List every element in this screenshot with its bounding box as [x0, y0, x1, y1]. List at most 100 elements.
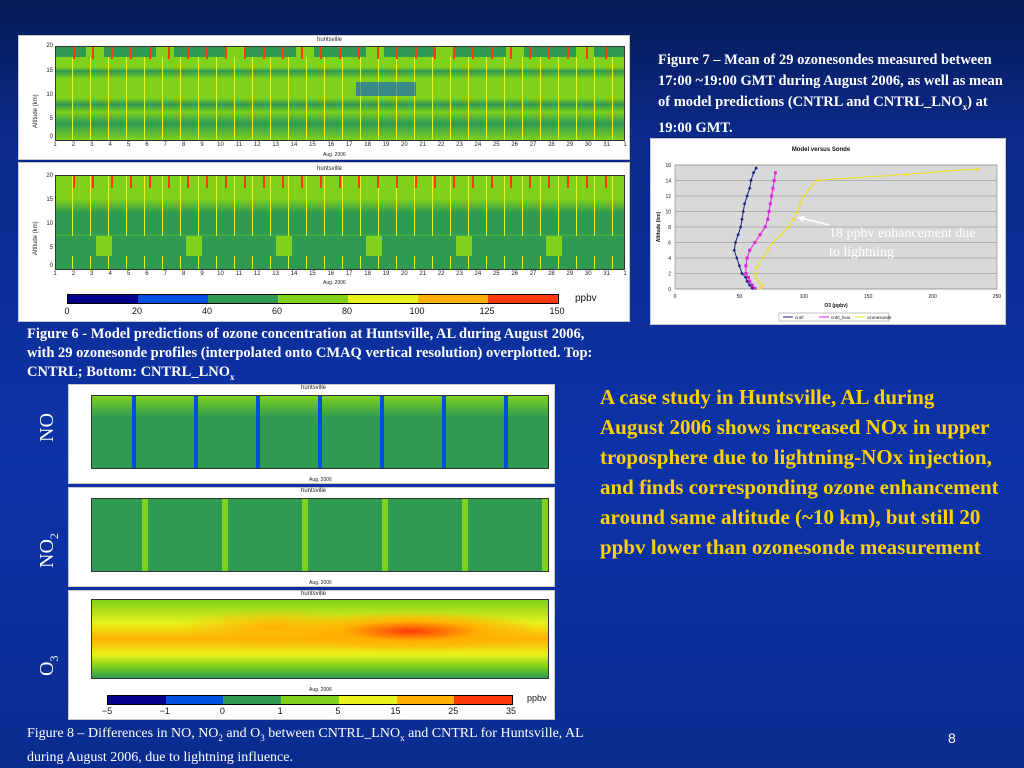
figure8-caption-a: Figure 8 – Differences in NO, NO [27, 726, 219, 741]
series-point-cntrl [740, 271, 744, 276]
xtick-day: 14 [290, 271, 298, 277]
colorbar-segment [68, 295, 138, 303]
colorbar-label: 20 [131, 306, 142, 316]
heatmap-xlabel: Aug. 2006 [309, 580, 332, 586]
ytick: 5 [49, 245, 53, 251]
legend-box [778, 312, 890, 322]
series-point-ozonesonde [778, 232, 783, 237]
side-label-no2-sub: 2 [47, 533, 61, 540]
colorbar-label: 1 [277, 706, 283, 716]
xtick-day: 27 [529, 271, 537, 277]
x-tick-label: 200 [928, 294, 937, 300]
y-tick-label: 16 [665, 163, 671, 169]
colorbar-segment [348, 295, 418, 303]
y-tick-label: 4 [668, 256, 671, 262]
series-point-ozonesonde [760, 256, 765, 260]
xtick-day: 1 [53, 142, 57, 148]
series-point-cntrl_lnox [745, 256, 749, 260]
xtick-day: 2 [71, 142, 76, 148]
figure7-caption-text: Figure 7 – Mean of 29 ozonesondes measur… [658, 52, 1003, 110]
heatmap-site-title: huntsville [317, 166, 343, 172]
series-point-cntrl [747, 186, 752, 191]
xtick-day: 31 [603, 142, 610, 148]
series-point-cntrl [749, 178, 753, 183]
xtick-day: 13 [272, 142, 279, 148]
xtick-day: 7 [163, 142, 167, 148]
series-point-ozonesonde [795, 209, 800, 213]
xtick-day: 4 [108, 271, 112, 277]
colorbar-label: −1 [159, 706, 170, 716]
xtick-day: 2 [71, 271, 76, 277]
xtick-day: 19 [382, 271, 390, 277]
series-point-cntrl_lnox [746, 275, 750, 279]
colorbar-label: 60 [271, 306, 282, 316]
colorbar-segment [281, 696, 339, 704]
series-point-cntrl [741, 209, 746, 214]
series-point-ozonesonde [975, 167, 980, 171]
series-point-cntrl [745, 194, 749, 198]
series-point-cntrl_lnox [773, 171, 777, 175]
xtick-day: 1 [623, 271, 627, 277]
y-tick-label: 6 [668, 241, 671, 247]
key-message: A case study in Huntsville, AL during Au… [600, 385, 999, 559]
heatmap-plot-area [91, 395, 549, 469]
xtick-day: 21 [419, 142, 427, 148]
ytick: 15 [46, 68, 53, 74]
y-tick-label: 12 [665, 194, 671, 200]
xtick-day: 22 [437, 271, 445, 277]
heatmap-site-title: huntsville [317, 37, 343, 43]
colorbar-unit: ppbv [575, 293, 597, 304]
heatmap-xlabel: Aug. 2006 [309, 477, 332, 483]
colorbar-label: 0 [219, 706, 225, 716]
figure8-caption-b: and O [222, 726, 261, 741]
y-tick-label: 14 [665, 179, 671, 185]
colorbar-segment [138, 295, 208, 303]
figure8-caption-sub1: 2 [218, 732, 223, 743]
profile-chart-svg: Model versus Sonde 0 2 4 6 8 10 12 14 16 0 50 100 15… [656, 147, 1001, 322]
ytick: 20 [46, 43, 53, 49]
annotation-text: 18 ppbv enhancement due to lightning [829, 226, 976, 260]
xtick-day: 8 [182, 271, 186, 277]
xtick-day: 18 [364, 271, 371, 277]
xtick-day: 10 [217, 142, 224, 148]
colorbar-label: 40 [201, 306, 212, 316]
xtick-day: 3 [90, 271, 94, 277]
ytick: 20 [46, 173, 53, 179]
figure8-no-heatmap: huntsville Aug. 2006 [68, 384, 555, 484]
x-tick-label: 50 [737, 294, 743, 300]
colorbar-segment [208, 295, 278, 303]
heatmap-xlabel: Aug. 2006 [309, 687, 332, 693]
xtick-day: 7 [163, 271, 167, 277]
series-point-ozonesonde [905, 172, 909, 176]
figure7-caption-tail: ) at 19:00 GMT. [658, 94, 988, 136]
colorbar-label: 0 [64, 306, 70, 316]
series-point-cntrl_lnox [771, 186, 775, 190]
xtick-day: 23 [456, 271, 463, 277]
series-point-cntrl [750, 286, 755, 291]
xtick-day: 20 [401, 142, 408, 148]
series-point-cntrl [735, 256, 739, 260]
chart-title: Model versus Sonde [792, 147, 851, 153]
colorbar-ozone [67, 294, 559, 304]
xtick-day: 11 [235, 142, 242, 148]
colorbar-label: 80 [341, 306, 352, 316]
colorbar-segment [338, 696, 397, 704]
series-point-cntrl_lnox [767, 210, 771, 213]
y-tick-label: 8 [668, 225, 671, 231]
xtick-day: 22 [437, 142, 445, 148]
series-point-ozonesonde [798, 201, 802, 206]
series-point-cntrl_lnox [768, 202, 772, 206]
xtick-day: 10 [217, 271, 224, 277]
xtick-day: 26 [511, 271, 519, 277]
ytick: 10 [46, 92, 53, 98]
series-point-ozonesonde [791, 217, 796, 221]
series-point-cntrl_lnox [770, 194, 774, 198]
side-label-no2-main: NO [36, 539, 58, 568]
figure8-o3-heatmap: huntsville Aug. 2006 −5 −1 0 1 5 15 25 35 ppbv [68, 590, 555, 720]
xtick-day: 25 [492, 142, 500, 148]
series-point-ozonesonde [753, 271, 757, 275]
series-point-cntrl [754, 166, 758, 170]
xtick-day: 20 [401, 271, 408, 277]
series-point-ozonesonde [758, 286, 762, 290]
